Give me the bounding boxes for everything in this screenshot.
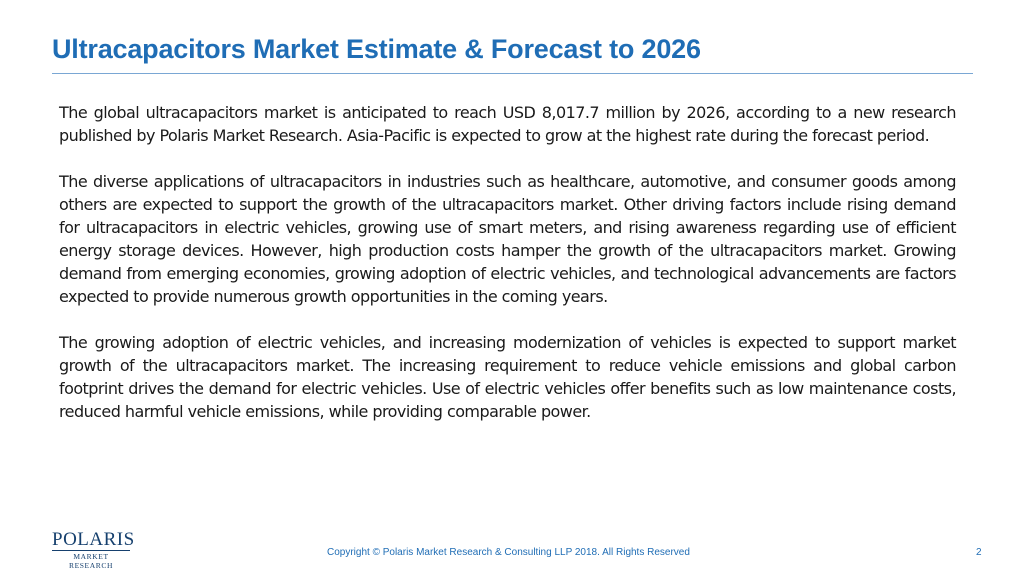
- slide-title: Ultracapacitors Market Estimate & Foreca…: [52, 34, 701, 64]
- slide-body: The global ultracapacitors market is ant…: [59, 101, 957, 446]
- copyright-notice: Copyright © Polaris Market Research & Co…: [327, 547, 690, 558]
- polaris-logo: POLARIS MARKET RESEARCH: [52, 529, 135, 570]
- logo-wordmark: POLARIS: [52, 529, 135, 550]
- paragraph-growth-drivers: The diverse applications of ultracapacit…: [59, 172, 957, 306]
- title-divider: [52, 73, 973, 74]
- paragraph-market-estimate: The global ultracapacitors market is ant…: [59, 103, 957, 145]
- page-number: 2: [976, 547, 982, 558]
- paragraph-electric-vehicles: The growing adoption of electric vehicle…: [59, 333, 957, 421]
- logo-tagline: MARKET RESEARCH: [52, 550, 130, 570]
